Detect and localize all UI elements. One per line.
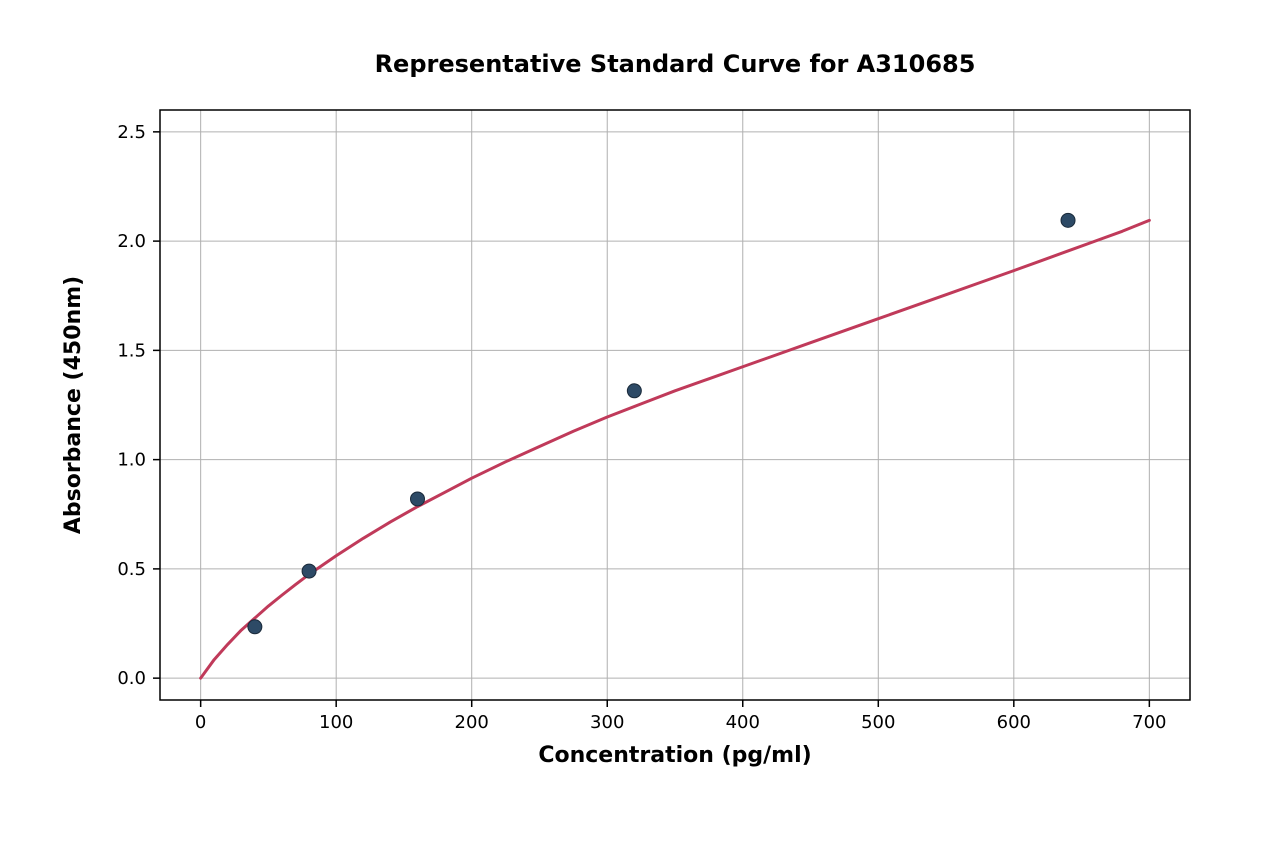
x-tick-label: 200 <box>455 712 489 733</box>
x-tick-label: 400 <box>726 712 760 733</box>
x-tick-label: 700 <box>1132 712 1166 733</box>
chart-title: Representative Standard Curve for A31068… <box>375 50 976 78</box>
plot-area <box>160 110 1190 700</box>
x-tick-label: 100 <box>319 712 353 733</box>
x-tick-labels: 0 100 200 300 400 500 600 700 <box>195 712 1167 733</box>
x-tick-label: 600 <box>997 712 1031 733</box>
data-point <box>1061 213 1075 227</box>
standard-curve-chart: 0 100 200 300 400 500 600 700 0.0 0.5 1.0 1.5 2.0 2.… <box>0 0 1280 845</box>
data-point <box>627 384 641 398</box>
y-tick-label: 0.5 <box>117 559 146 580</box>
data-point <box>248 620 262 634</box>
y-tick-label: 1.5 <box>117 340 146 361</box>
x-tick-label: 500 <box>861 712 895 733</box>
chart-container: 0 100 200 300 400 500 600 700 0.0 0.5 1.0 1.5 2.0 2.… <box>0 0 1280 845</box>
y-axis-label: Absorbance (450nm) <box>61 276 86 534</box>
y-tick-label: 2.0 <box>117 231 146 252</box>
x-ticks <box>201 700 1150 707</box>
x-tick-label: 0 <box>195 712 206 733</box>
y-tick-labels: 0.0 0.5 1.0 1.5 2.0 2.5 <box>117 122 146 689</box>
x-axis-label: Concentration (pg/ml) <box>538 743 811 768</box>
y-tick-label: 0.0 <box>117 668 146 689</box>
x-tick-label: 300 <box>590 712 624 733</box>
y-tick-label: 1.0 <box>117 450 146 471</box>
y-ticks <box>153 132 160 678</box>
data-point <box>411 492 425 506</box>
data-point <box>302 564 316 578</box>
y-tick-label: 2.5 <box>117 122 146 143</box>
